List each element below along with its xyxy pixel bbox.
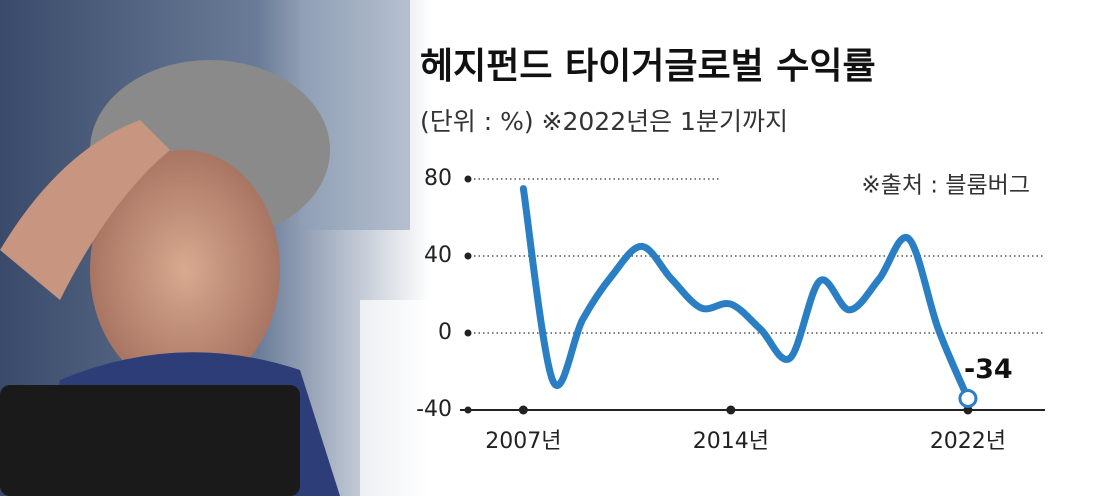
y-tick-label: 40 xyxy=(424,243,452,268)
last-point xyxy=(958,388,978,408)
x-tick-label: 2014년 xyxy=(693,429,769,454)
chart-subtitle: (단위 : %) ※2022년은 1분기까지 xyxy=(420,107,788,136)
data-line xyxy=(519,185,972,402)
x-tick-label: 2022년 xyxy=(930,429,1006,454)
y-tick-label: 80 xyxy=(424,166,452,191)
y-tick xyxy=(464,406,472,414)
x-tick xyxy=(726,405,736,415)
source: ※출처 : 블룸버그 xyxy=(861,173,1030,199)
y-tick-label: 0 xyxy=(438,320,452,345)
photo xyxy=(0,0,430,496)
x-tick xyxy=(963,405,973,415)
y-tick-label: -40 xyxy=(416,397,452,422)
data-label: -34 xyxy=(964,354,1013,385)
x-tick xyxy=(518,405,528,415)
chart-title: 헤지펀드 타이거글로벌 수익률 xyxy=(420,46,876,87)
y-tick xyxy=(464,252,472,260)
y-tick xyxy=(464,329,472,337)
y-tick xyxy=(464,175,472,183)
x-tick-label: 2007년 xyxy=(485,429,561,454)
